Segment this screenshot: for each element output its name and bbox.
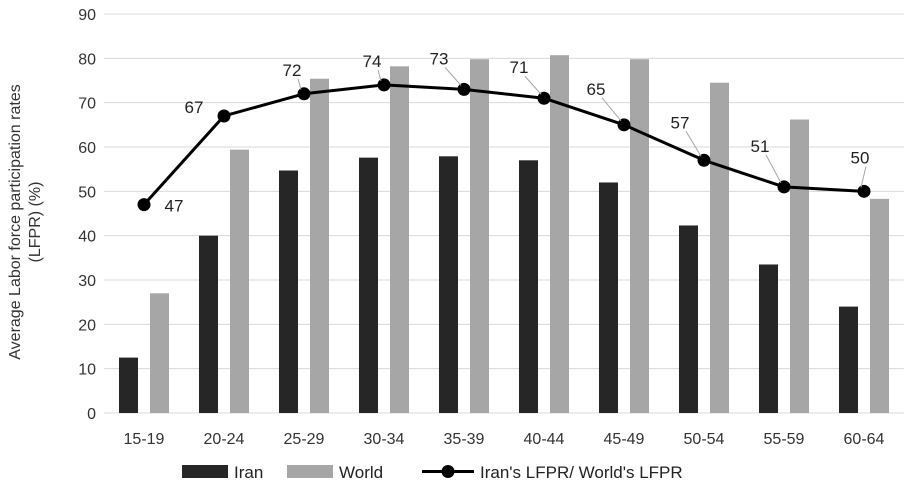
y-tick-label: 40 xyxy=(78,229,96,246)
y-tick-label: 30 xyxy=(78,273,96,290)
x-tick-label: 45-49 xyxy=(604,431,645,448)
bar-world-35-39 xyxy=(470,59,489,413)
data-label-leader xyxy=(860,166,867,188)
bar-iran-45-49 xyxy=(599,182,618,413)
ratio-data-label: 47 xyxy=(165,197,184,216)
ratio-point-35-39 xyxy=(457,82,471,96)
data-label-leader xyxy=(297,78,302,90)
legend-marker-ratio xyxy=(441,465,455,478)
x-tick-label: 50-54 xyxy=(684,431,725,448)
data-label-leader xyxy=(524,75,542,95)
x-tick-label: 35-39 xyxy=(444,431,485,448)
bar-world-45-49 xyxy=(630,59,649,413)
bar-iran-25-29 xyxy=(279,170,298,413)
ratio-data-label: 74 xyxy=(363,52,382,71)
ratio-point-15-19 xyxy=(137,198,151,212)
ratio-data-label: 67 xyxy=(185,98,204,117)
bar-world-50-54 xyxy=(710,82,729,413)
x-tick-label: 25-29 xyxy=(284,431,325,448)
y-tick-label: 90 xyxy=(78,7,96,24)
ratio-data-label: 72 xyxy=(283,61,302,80)
ratio-data-label: 71 xyxy=(510,58,529,77)
legend-label-ratio: Iran's LFPR/ World's LFPR xyxy=(480,463,683,482)
ratio-point-45-49 xyxy=(617,118,631,132)
ratio-point-60-64 xyxy=(857,184,871,198)
ratio-data-label: 73 xyxy=(430,49,449,68)
ratio-point-55-59 xyxy=(777,180,791,194)
bar-iran-50-54 xyxy=(679,225,698,413)
legend-swatch-world xyxy=(287,465,333,478)
x-tick-label: 60-64 xyxy=(844,431,885,448)
ratio-point-25-29 xyxy=(297,87,311,101)
bar-iran-55-59 xyxy=(759,264,778,413)
x-tick-label: 15-19 xyxy=(124,431,165,448)
ratio-data-label: 57 xyxy=(671,113,690,132)
gridlines xyxy=(104,13,904,414)
x-tick-label: 20-24 xyxy=(204,431,245,448)
y-axis-label: Average Labor force participation rates … xyxy=(7,84,44,359)
ratio-data-label: 51 xyxy=(751,137,770,156)
y-tick-label: 60 xyxy=(78,140,96,157)
bar-iran-15-19 xyxy=(119,357,138,413)
ratio-line: 47 67 72 74 73 71 65 57 51 50 xyxy=(137,49,871,216)
y-axis-label-line-1: Average Labor force participation rates xyxy=(7,84,24,359)
bar-iran-20-24 xyxy=(199,235,218,413)
y-tick-label: 80 xyxy=(78,51,96,68)
y-tick-label: 20 xyxy=(78,317,96,334)
x-tick-label: 40-44 xyxy=(524,431,565,448)
data-label-leader xyxy=(444,67,462,86)
bar-world-20-24 xyxy=(230,149,249,413)
y-axis-label-line-2: (LFPR) (%) xyxy=(27,182,44,263)
bar-world-15-19 xyxy=(150,293,169,413)
ratio-point-40-44 xyxy=(537,91,551,105)
bar-iran-40-44 xyxy=(519,160,538,413)
legend-swatch-iran xyxy=(182,465,228,478)
x-tick-label: 30-34 xyxy=(364,431,405,448)
legend-label-iran: Iran xyxy=(234,463,263,482)
ratio-line-path xyxy=(142,83,865,206)
ratio-point-30-34 xyxy=(377,78,391,92)
x-tick-label: 55-59 xyxy=(764,431,805,448)
bar-world-30-34 xyxy=(390,66,409,414)
ratio-data-label: 50 xyxy=(851,148,870,167)
data-label-leader xyxy=(377,69,382,82)
bar-world-60-64 xyxy=(870,198,889,413)
data-label-leader xyxy=(765,154,782,184)
legend-label-world: World xyxy=(339,463,383,482)
x-axis-ticks: 15-19 20-24 25-29 30-34 35-39 40-44 45-49 50-54… xyxy=(124,431,885,448)
y-tick-label: 10 xyxy=(78,362,96,379)
data-label-leader xyxy=(685,131,702,157)
legend: Iran World Iran's LFPR/ World's LFPR xyxy=(182,463,683,482)
y-tick-label: 50 xyxy=(78,184,96,201)
bar-world-55-59 xyxy=(790,119,809,413)
ratio-data-label: 65 xyxy=(587,80,606,99)
bar-world-40-44 xyxy=(550,55,569,413)
y-axis-ticks: 0 10 20 30 40 50 60 70 80 90 xyxy=(78,7,96,423)
bar-iran-35-39 xyxy=(439,156,458,413)
y-tick-label: 0 xyxy=(87,406,96,423)
y-tick-label: 70 xyxy=(78,96,96,113)
bar-iran-60-64 xyxy=(839,306,858,413)
ratio-point-50-54 xyxy=(697,153,711,167)
data-label-leader xyxy=(601,97,622,122)
bar-world-25-29 xyxy=(310,78,329,413)
ratio-point-20-24 xyxy=(217,109,231,123)
bars xyxy=(119,55,889,414)
bar-iran-30-34 xyxy=(359,157,378,413)
